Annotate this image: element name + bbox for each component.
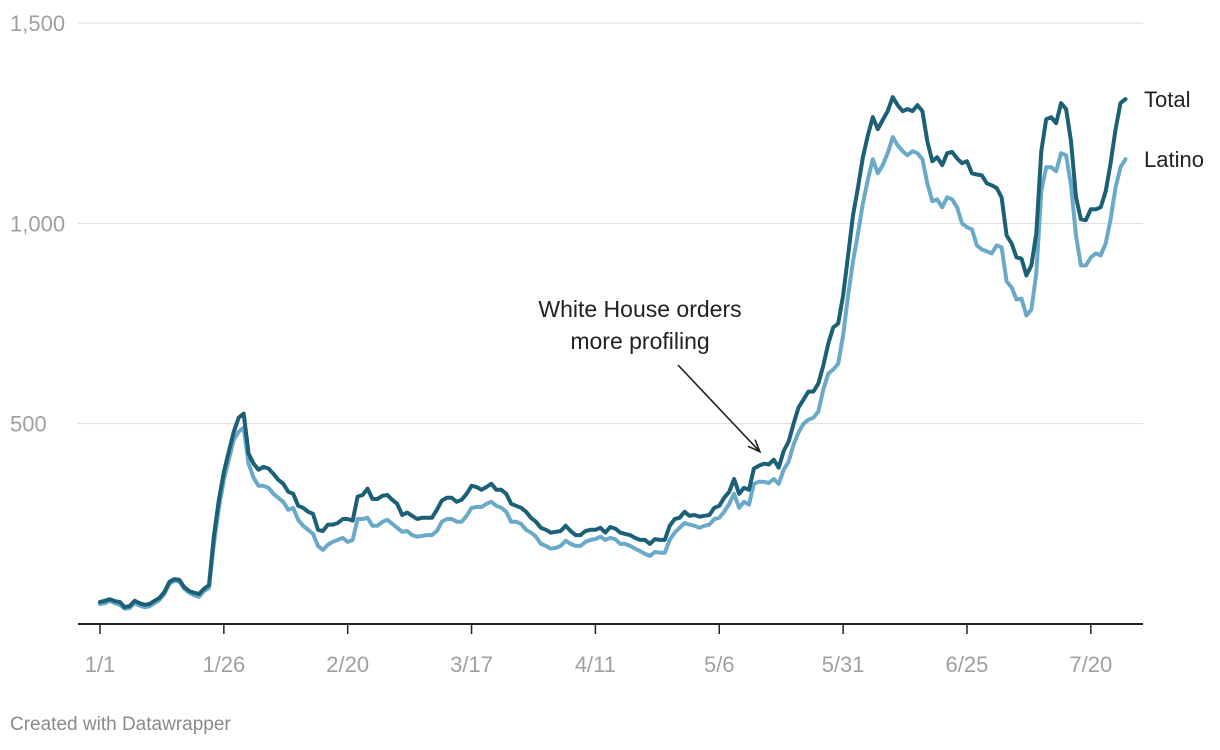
x-tick-label: 2/20: [326, 652, 369, 677]
series-label-latino: Latino: [1144, 147, 1204, 172]
annotation: White House orders more profiling: [538, 296, 762, 454]
x-tick-label: 6/25: [946, 652, 989, 677]
x-tick-label: 5/6: [704, 652, 735, 677]
x-tick-label: 1/1: [85, 652, 116, 677]
grid-lines: [78, 22, 1143, 425]
credit-text: Created with Datawrapper: [10, 714, 231, 735]
x-tick-label: 4/11: [575, 652, 616, 677]
x-tick-label: 7/20: [1069, 652, 1112, 677]
y-tick-label: 1,500: [10, 11, 65, 36]
x-axis-ticks: 1/1 1/26 2/20 3/17 4/11 5/6 5/31 6/25 7/20: [85, 624, 1112, 677]
x-tick-label: 1/26: [202, 652, 245, 677]
annotation-arrow-line: [677, 364, 761, 453]
y-tick-label: 500: [10, 412, 47, 437]
series-label-total: Total: [1144, 87, 1190, 112]
annotation-line-2: more profiling: [570, 328, 709, 354]
series-labels: Total Latino: [1144, 87, 1204, 172]
annotation-arrow-head: [747, 439, 762, 454]
x-tick-label: 5/31: [822, 652, 865, 677]
y-tick-label: 1,000: [10, 211, 65, 236]
series-lines: [98, 95, 1128, 611]
x-tick-label: 3/17: [450, 652, 493, 677]
annotation-line-1: White House orders: [538, 296, 741, 322]
series-line-total: [98, 95, 1128, 610]
series-line-latino: [98, 135, 1128, 611]
y-axis-labels: 500 1,000 1,500: [10, 11, 65, 437]
